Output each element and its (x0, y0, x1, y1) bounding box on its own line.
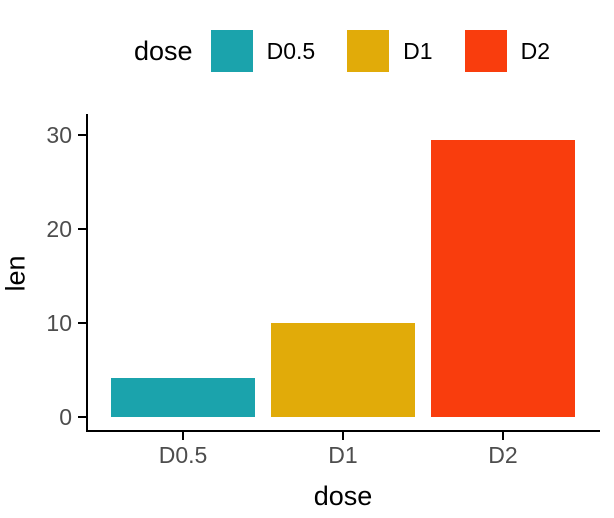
bar-D2 (431, 139, 575, 417)
legend-swatch-D2 (464, 30, 507, 72)
y-tick-20 (78, 228, 86, 230)
x-axis-title: dose (313, 481, 373, 511)
legend-item-D2: D2 (464, 30, 550, 72)
legend-title: dose (134, 35, 193, 66)
x-tick-label-D2: D2 (488, 442, 518, 468)
y-tick-label-10: 10 (46, 310, 72, 336)
y-tick-0 (78, 416, 86, 418)
legend-items: D0.5 D1 D2 (210, 30, 550, 72)
chart-legend: dose D0.5 D1 D2 (70, 28, 614, 74)
legend-swatch-D0.5 (210, 30, 253, 72)
y-tick-label-0: 0 (59, 404, 72, 430)
x-tick-D1 (342, 432, 344, 440)
legend-label-D1: D1 (403, 37, 433, 64)
legend-item-D0.5: D0.5 (210, 30, 316, 72)
y-axis-line (86, 114, 88, 432)
y-axis-title: len (0, 255, 31, 292)
y-tick-label-20: 20 (46, 216, 72, 242)
legend-label-D2: D2 (520, 37, 550, 64)
x-tick-label-D1: D1 (328, 442, 358, 468)
y-tick-10 (78, 322, 86, 324)
bar-D1 (271, 323, 415, 417)
y-tick-label-30: 30 (46, 122, 72, 148)
legend-item-D1: D1 (347, 30, 433, 72)
x-tick-label-D0.5: D0.5 (158, 442, 208, 468)
x-tick-D0.5 (182, 432, 184, 440)
bar-D0.5 (111, 377, 255, 417)
x-axis-line (86, 430, 600, 432)
x-tick-D2 (502, 432, 504, 440)
y-tick-30 (78, 134, 86, 136)
legend-label-D0.5: D0.5 (266, 37, 316, 64)
legend-swatch-D1 (347, 30, 390, 72)
